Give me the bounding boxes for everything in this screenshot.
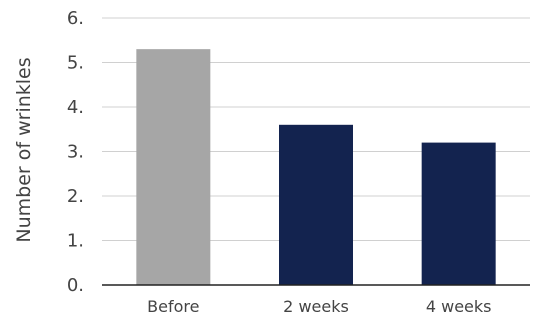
y-tick-label: 3. [67,142,84,163]
y-axis-title: Number of wrinkles [13,57,35,242]
x-tick-label: 2 weeks [283,297,349,316]
x-axis-ticks: Before 2 weeks 4 weeks [147,297,491,316]
bar-before [136,49,211,286]
bar-2-weeks [279,124,353,285]
x-tick-label: 4 weeks [426,297,492,316]
y-axis-ticks: 0. 1. 2. 3. 4. 5. 6. [67,8,84,296]
y-tick-label: 4. [67,97,84,118]
y-tick-label: 2. [67,186,84,207]
y-tick-label: 5. [67,53,84,74]
y-tick-label: 0. [67,275,84,296]
y-tick-label: 1. [67,231,84,252]
x-tick-label: Before [147,297,199,316]
y-tick-label: 6. [67,8,84,29]
bar-4-weeks [421,142,496,285]
bars [136,49,496,286]
